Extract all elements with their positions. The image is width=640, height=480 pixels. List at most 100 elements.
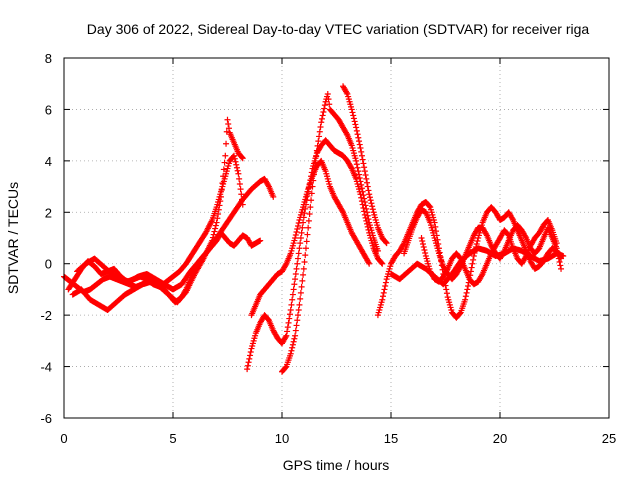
data-point [294,223,301,229]
data-point [220,166,227,173]
data-point [289,291,296,298]
data-point [235,170,242,177]
grid [64,58,609,418]
data-point [555,252,562,259]
data-point [294,312,301,319]
data-point [297,240,304,247]
data-point [353,161,360,168]
data-point [291,335,298,342]
data-point [369,206,376,213]
data-point [295,220,302,226]
data-point [558,265,565,272]
data-point [374,247,381,254]
data-point [368,200,375,207]
data-point [365,187,372,194]
x-tick-label: 5 [169,431,176,446]
data-point [302,252,309,259]
data-point [509,215,516,222]
data-point [294,226,301,232]
data-point [318,119,325,126]
data-point [319,112,326,119]
data-point [239,155,246,162]
data-point [557,262,564,269]
data-point [304,231,311,238]
data-point [464,286,471,293]
data-point [369,203,376,210]
data-point [350,115,357,122]
data-point [221,159,228,166]
data-point [237,186,244,193]
data-point [301,259,308,265]
data-point [560,253,567,259]
series-arc-1 [61,229,264,306]
data-point [285,319,292,326]
data-point [244,366,251,373]
data-point [470,256,477,263]
data-point [467,268,474,275]
data-point [257,237,264,244]
data-point [356,175,363,181]
data-point [555,255,562,262]
y-tick-label: 0 [45,257,52,272]
data-point [289,296,296,303]
data-point [355,134,362,141]
data-point [283,332,290,339]
data-point [293,322,300,329]
data-point [293,265,300,272]
data-point [422,250,429,256]
data-point [225,121,232,127]
data-point [313,147,320,154]
data-point [420,244,427,250]
data-point [361,164,368,171]
data-point [383,240,390,247]
data-point [378,259,385,266]
data-point [321,105,328,112]
data-point [218,187,225,193]
series-arc-3 [69,116,246,313]
data-point [358,148,365,155]
data-marks [61,83,567,375]
data-point [365,259,372,266]
data-point [306,211,313,217]
data-point [358,185,365,192]
data-point [299,224,306,231]
data-point [233,161,240,168]
data-point [500,249,507,256]
data-point [292,276,299,283]
data-point [291,281,298,288]
data-point [365,216,372,223]
data-point [233,164,240,171]
y-tick-label: 8 [45,51,52,66]
x-axis-label: GPS time / hours [283,457,390,473]
data-point [553,240,560,247]
data-point [292,235,299,241]
series-arc-8 [248,157,373,319]
data-point [284,324,291,331]
data-point [468,264,475,271]
data-point [321,102,328,109]
data-point [217,198,224,205]
data-point [320,109,327,115]
data-point [363,175,370,182]
data-point [212,222,219,229]
data-point [361,195,368,202]
data-point [354,164,361,171]
data-point [465,283,472,289]
data-point [504,231,511,238]
data-point [421,247,428,253]
data-point [292,327,299,334]
data-point [290,338,297,345]
data-point [282,334,289,340]
data-point [298,229,305,236]
data-point [348,106,355,113]
data-point [356,141,363,148]
data-point [358,152,365,159]
data-point [355,168,362,175]
data-point [308,197,315,204]
data-point [224,116,231,123]
data-point [287,350,294,357]
data-point [299,277,306,284]
series-arc-11 [401,206,565,283]
data-point [293,229,300,235]
data-point [553,245,560,252]
